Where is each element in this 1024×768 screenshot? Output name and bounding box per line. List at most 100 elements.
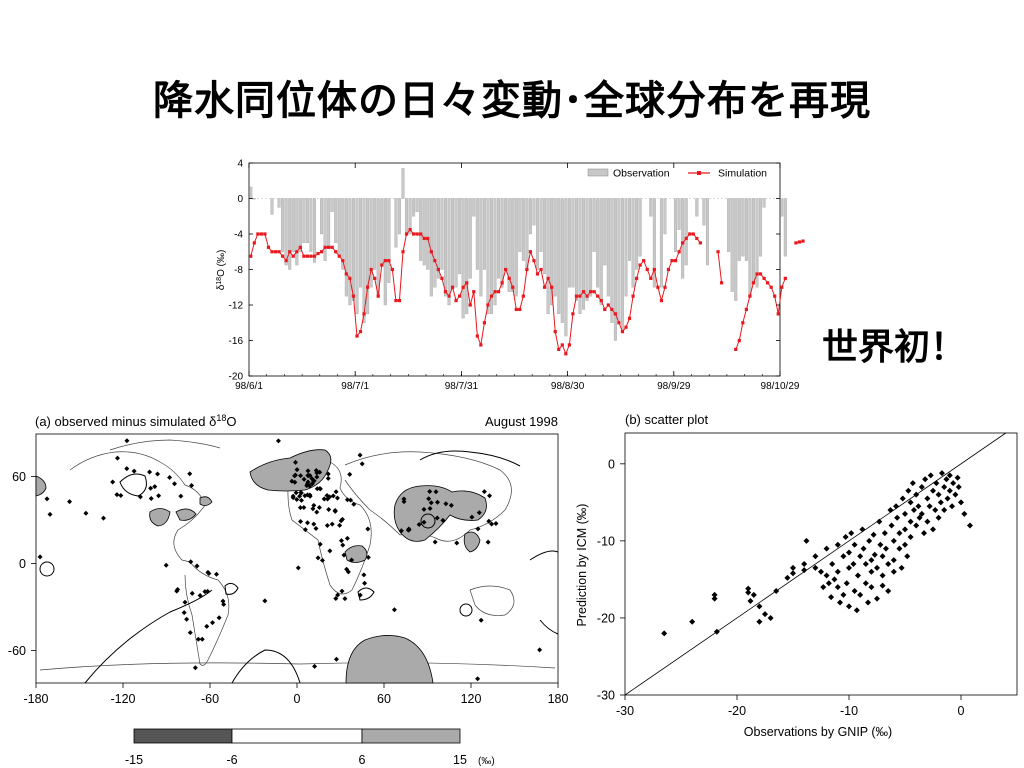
observation-bar [281, 198, 285, 252]
scatter-point [857, 553, 864, 560]
scatter-point [905, 487, 912, 494]
simulation-point [645, 267, 649, 272]
observation-bar [465, 198, 469, 315]
observation-bar [458, 198, 462, 275]
simulation-point [535, 272, 540, 276]
simulation-point [284, 259, 288, 263]
map-x-tick-label: -120 [110, 692, 135, 706]
coastlines [39, 439, 556, 671]
simulation-point [681, 241, 685, 245]
simulation-point [404, 232, 409, 236]
scatter-point [924, 518, 931, 525]
observation-bar [334, 198, 338, 244]
station-marker [178, 493, 184, 499]
scatter-point [846, 564, 852, 571]
station-marker [294, 497, 300, 503]
observation-bar [320, 198, 324, 235]
observation-bar [341, 198, 345, 270]
station-marker [391, 607, 397, 613]
scatter-y-tick-label: 0 [608, 457, 615, 471]
station-marker [421, 519, 427, 525]
ts-x-tick-label: 98/6/1 [235, 381, 263, 392]
station-marker [262, 598, 268, 604]
station-marker [361, 572, 367, 578]
simulation-point [394, 298, 398, 303]
observation-bar [475, 198, 479, 270]
simulation-point [677, 250, 681, 254]
ts-x-tick-label: 98/7/31 [445, 381, 479, 392]
observation-bar [348, 198, 352, 306]
simulation-point [560, 343, 564, 347]
simulation-point [334, 250, 338, 254]
scatter-x-tick-label: -10 [840, 704, 858, 718]
station-marker [326, 507, 332, 513]
station-marker [199, 636, 205, 642]
ts-y-tick-label: -4 [234, 230, 243, 241]
scatter-point [930, 487, 936, 494]
observation-bar [755, 198, 759, 288]
station-marker [195, 636, 201, 642]
scatter-point [790, 564, 796, 571]
simulation-segment [717, 251, 723, 283]
station-marker [214, 571, 220, 577]
simulation-point [422, 236, 426, 241]
observation-bar [596, 198, 600, 288]
contour-lines [39, 450, 559, 684]
station-marker [428, 500, 434, 506]
simulation-line [249, 227, 805, 356]
simulation-point [344, 272, 348, 276]
observation-bar [518, 198, 522, 252]
scatter-point [907, 518, 914, 525]
scatter-point [854, 572, 861, 579]
map-y-tick-label: -60 [8, 644, 26, 658]
scatter-point [837, 599, 844, 606]
station-marker [310, 506, 316, 512]
scatter-point [834, 568, 841, 575]
station-marker [210, 620, 216, 626]
station-marker [295, 565, 301, 571]
observation-bar [550, 198, 554, 306]
scatter-point [924, 495, 931, 502]
simulation-point [376, 294, 380, 298]
station-marker [469, 514, 475, 520]
simulation-point [327, 245, 331, 249]
station-marker [476, 510, 482, 516]
station-marker [481, 489, 487, 495]
simulation-point [390, 267, 394, 272]
station-marker [432, 539, 438, 545]
scatter-point [874, 595, 880, 602]
station-marker [192, 665, 198, 671]
observation-bar [284, 198, 288, 266]
station-marker [359, 461, 365, 467]
scatter-point [801, 567, 808, 574]
station-marker [348, 497, 354, 503]
scatter-point [898, 564, 905, 571]
map-period: August 1998 [485, 414, 558, 429]
station-marker [317, 485, 323, 491]
observation-bar [631, 198, 635, 288]
ts-x-tick-label: 98/10/29 [761, 381, 800, 392]
simulation-point [493, 290, 497, 294]
simulation-point [362, 312, 366, 316]
scatter-point [890, 557, 897, 564]
scatter-point [913, 522, 920, 529]
map-y-axis: 60 0 -60 [8, 470, 36, 658]
scatter-point [904, 553, 911, 560]
station-marker [314, 474, 320, 480]
station-marker [298, 518, 304, 524]
ts-legend: Observation Simulation [587, 168, 767, 180]
ts-x-tick-label: 98/7/1 [341, 381, 369, 392]
scatter-point [896, 530, 903, 537]
legend-simulation-marker [697, 171, 701, 175]
simulation-point [312, 254, 317, 258]
simulation-point [415, 232, 419, 236]
station-marker [184, 616, 190, 622]
simulation-point [546, 276, 550, 280]
observation-bar [532, 198, 536, 226]
simulation-point [627, 316, 632, 320]
simulation-point [450, 285, 455, 289]
simulation-point [507, 276, 511, 280]
observation-bar [759, 198, 763, 257]
station-marker [202, 589, 208, 595]
